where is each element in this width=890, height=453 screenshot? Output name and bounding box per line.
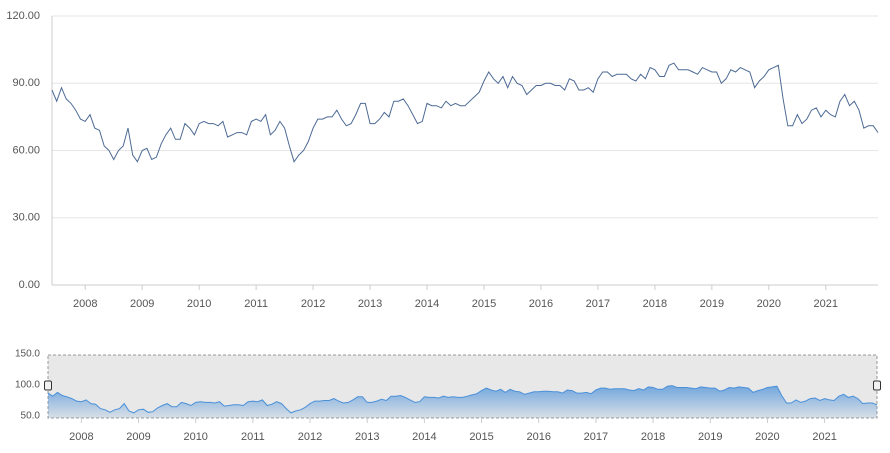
x-tick-label: 2016 [529, 298, 553, 310]
x-tick-label: 2008 [73, 298, 97, 310]
navigator-x-label: 2014 [412, 431, 436, 443]
x-tick-label: 2009 [130, 298, 154, 310]
x-tick-label: 2013 [358, 298, 382, 310]
navigator-y-label: 100.0 [15, 380, 40, 391]
navigator-line-area [48, 385, 877, 418]
y-tick-label: 120.00 [6, 10, 40, 22]
navigator-x-label: 2019 [698, 431, 722, 443]
navigator-x-label: 2021 [812, 431, 836, 443]
y-tick-label: 60.00 [12, 144, 40, 156]
x-tick-label: 2014 [415, 298, 439, 310]
x-tick-label: 2010 [187, 298, 211, 310]
x-tick-label: 2017 [586, 298, 610, 310]
navigator-x-label: 2012 [298, 431, 322, 443]
series-line [51, 62, 879, 163]
x-tick-label: 2015 [472, 298, 496, 310]
navigator-x-label: 2008 [69, 431, 93, 443]
x-tick-label: 2019 [700, 298, 724, 310]
navigator-x-label: 2009 [126, 431, 150, 443]
navigator-x-label: 2017 [584, 431, 608, 443]
y-tick-label: 0.00 [19, 279, 40, 291]
navigator-x-label: 2015 [469, 431, 493, 443]
navigator-y-label: 50.0 [21, 411, 41, 422]
navigator-handle[interactable] [873, 380, 881, 391]
navigator-x-label: 2020 [755, 431, 779, 443]
x-tick-label: 2020 [757, 298, 781, 310]
x-tick-label: 2011 [244, 298, 268, 310]
navigator-x-label: 2010 [183, 431, 207, 443]
x-tick-label: 2018 [643, 298, 667, 310]
navigator-handle[interactable] [44, 380, 52, 391]
y-tick-label: 90.00 [12, 77, 40, 89]
navigator-y-label: 150.0 [15, 349, 40, 360]
x-tick-label: 2012 [301, 298, 325, 310]
navigator-x-label: 2011 [241, 431, 265, 443]
navigator-x-label: 2016 [526, 431, 550, 443]
y-tick-label: 30.00 [12, 212, 40, 224]
x-tick-label: 2021 [814, 298, 838, 310]
navigator-x-label: 2013 [355, 431, 379, 443]
navigator-line [47, 385, 878, 414]
navigator-x-label: 2018 [641, 431, 665, 443]
